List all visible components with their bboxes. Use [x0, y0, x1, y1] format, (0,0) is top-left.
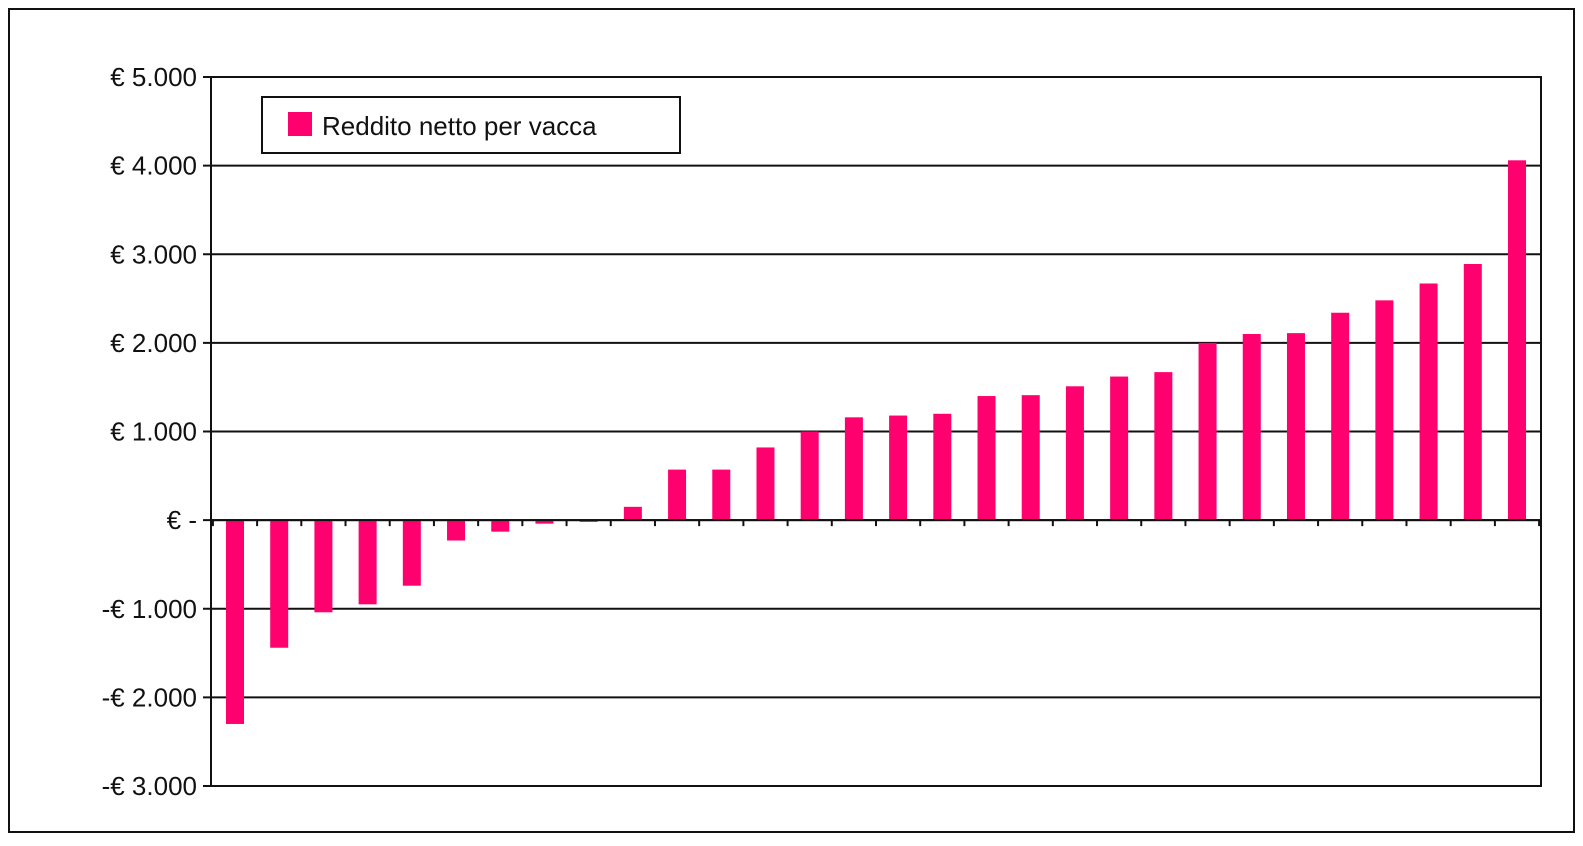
- bar: [402, 520, 421, 586]
- bar: [1286, 333, 1305, 521]
- bar: [1242, 334, 1261, 521]
- bar: [1110, 376, 1129, 521]
- y-tick-label: € 2.000: [110, 328, 197, 358]
- legend-label: Reddito netto per vacca: [322, 111, 597, 141]
- bar: [712, 469, 731, 521]
- bar: [1154, 372, 1173, 521]
- bar: [668, 469, 687, 521]
- y-tick-label: € 3.000: [110, 239, 197, 269]
- bar-series: [226, 160, 1526, 724]
- legend-swatch: [288, 112, 312, 136]
- bar: [1021, 395, 1040, 521]
- bar: [933, 413, 952, 521]
- bar: [358, 520, 377, 605]
- bar: [1375, 300, 1394, 521]
- y-tick-label: -€ 1.000: [102, 594, 197, 624]
- bar: [756, 447, 775, 521]
- bar: [1419, 283, 1438, 521]
- y-axis: € 5.000 € 4.000 € 3.000 € 2.000 € 1.000 € - -€…: [102, 62, 211, 801]
- bar: [535, 520, 554, 524]
- legend: Reddito netto per vacca: [261, 96, 681, 154]
- legend-box: [261, 96, 681, 154]
- bar: [800, 431, 819, 521]
- bar: [226, 520, 244, 724]
- bar: [1198, 342, 1217, 521]
- y-tick-label: -€ 2.000: [102, 682, 197, 712]
- bar: [447, 520, 466, 541]
- bar: [1065, 386, 1084, 521]
- y-tick-label: € 5.000: [110, 62, 197, 92]
- bar: [889, 415, 908, 521]
- bar: [270, 520, 289, 648]
- bar: [1331, 312, 1350, 521]
- bar: [844, 417, 863, 521]
- bar: [623, 506, 642, 521]
- bar: [1508, 160, 1526, 521]
- x-axis: [211, 519, 1541, 527]
- y-tick-label: € 4.000: [110, 151, 197, 181]
- y-tick-label: -€ 3.000: [102, 771, 197, 801]
- bar: [977, 396, 996, 521]
- bar: [314, 520, 333, 613]
- y-tick-label: € -: [167, 505, 197, 535]
- y-tick-label: € 1.000: [110, 417, 197, 447]
- bar: [491, 520, 510, 532]
- bar: [1463, 263, 1482, 521]
